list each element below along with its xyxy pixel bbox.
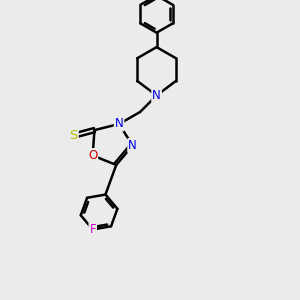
Text: N: N: [152, 89, 161, 102]
Text: F: F: [89, 223, 96, 236]
Text: N: N: [128, 139, 137, 152]
Text: N: N: [115, 118, 124, 130]
Text: S: S: [69, 129, 78, 142]
Text: O: O: [88, 149, 97, 162]
